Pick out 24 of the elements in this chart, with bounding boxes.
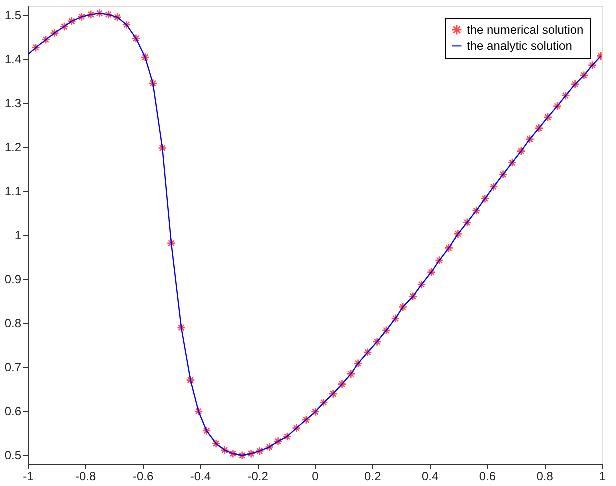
y-tick-label: 1.2 [4,140,22,154]
x-tick-label: 0.4 [422,470,439,484]
x-tick-label: 1 [599,470,606,484]
y-tick-label: 0.9 [4,272,22,287]
x-tick-label: 0 [312,470,320,484]
x-tick-label: -0.4 [190,470,212,484]
y-tick-label: 1.4 [4,52,22,66]
x-tick-label: 0.2 [364,470,382,484]
y-tick-label: 1 [14,228,22,242]
y-tick-label: 1.5 [4,8,22,22]
x-tick-label: 0.6 [479,470,496,484]
y-tick-label: 0.5 [4,448,22,463]
legend-label: the numerical solution [467,23,584,37]
y-tick-label: 0.8 [4,316,22,331]
y-tick-label: 0.7 [4,360,22,375]
x-tick-label: -0.6 [132,470,154,484]
x-tick-label: -0.2 [248,470,269,484]
y-tick-label: 0.6 [4,404,22,419]
y-tick-label: 1.1 [4,184,22,198]
x-tick-label: -1 [23,470,34,484]
x-tick-label: -0.8 [76,470,97,484]
x-tick-label: 0.8 [536,470,554,484]
y-tick-label: 1.3 [4,96,22,110]
legend-label: the analytic solution [467,39,572,53]
